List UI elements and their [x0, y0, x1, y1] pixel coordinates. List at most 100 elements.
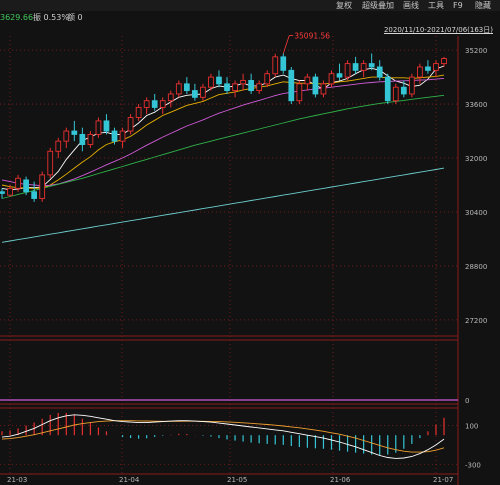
- candle-body: [167, 93, 174, 102]
- candle-body: [248, 80, 254, 92]
- candle-body: [0, 191, 5, 194]
- candle-body: [224, 83, 230, 92]
- candle-body: [304, 76, 311, 85]
- candle-body: [192, 90, 198, 98]
- ma5-line: [1, 65, 445, 191]
- y-tick-label: 28800: [465, 263, 487, 271]
- ma10-line: [1, 74, 445, 189]
- horizontal-grid: [0, 49, 458, 321]
- candle-body: [159, 100, 166, 108]
- x-tick-label: 21-04: [119, 476, 140, 484]
- candle-body: [336, 73, 343, 78]
- volume-panel: 0: [0, 397, 469, 405]
- macd-y-tick-label: -300: [465, 461, 481, 469]
- candle-body: [151, 100, 158, 108]
- moving-average-lines: [1, 65, 445, 243]
- candle-body: [39, 174, 46, 199]
- volume: 额 0: [67, 13, 83, 22]
- candle-body: [232, 83, 238, 92]
- candle-body: [23, 179, 29, 193]
- menu-super-overlay[interactable]: 超级叠加: [362, 1, 394, 10]
- candle-body: [360, 63, 367, 71]
- candle-body: [328, 73, 335, 85]
- candle-body: [312, 76, 319, 95]
- candle-body: [95, 120, 102, 135]
- x-axis-labels: 21-03 21-04 21-05 21-06 21-07: [7, 476, 453, 484]
- candle-body: [135, 106, 142, 119]
- max-annotation-leader: [282, 35, 290, 54]
- ma120-line: [1, 167, 445, 243]
- candle-body: [417, 66, 423, 78]
- y-tick-label: 35200: [465, 47, 487, 55]
- candle-body: [79, 133, 86, 145]
- amplitude: 振 0.53%: [33, 13, 69, 22]
- candle-body: [183, 83, 190, 92]
- candle-body: [280, 56, 287, 71]
- candle-body: [272, 56, 279, 75]
- candle-body: [441, 58, 447, 65]
- candle-body: [352, 63, 359, 71]
- candle-body: [7, 187, 13, 196]
- candle-body: [392, 86, 399, 102]
- candle-body: [175, 83, 182, 95]
- menu-bar: 复权 超级叠加 画线 工具 F9 隐藏: [0, 0, 500, 11]
- candle-body: [103, 120, 110, 132]
- macd-dea-line: [1, 420, 445, 453]
- candle-body: [200, 86, 206, 98]
- candle-body: [71, 130, 78, 135]
- y-tick-label: 30400: [465, 209, 487, 217]
- max-price-annotation: 35091.56: [282, 31, 330, 54]
- candle-body: [425, 66, 431, 71]
- x-tick-label: 21-03: [7, 476, 27, 484]
- candle-body: [296, 83, 303, 102]
- candle-body: [256, 83, 263, 92]
- macd-y-tick-label: 100: [465, 423, 478, 431]
- info-bar: 3629.66 振 0.53% 额 0: [0, 11, 500, 25]
- candlesticks: [0, 53, 447, 202]
- y-tick-label: 27200: [465, 317, 487, 325]
- menu-draw-line[interactable]: 画线: [403, 1, 419, 10]
- candle-body: [31, 191, 38, 199]
- candle-body: [400, 86, 407, 95]
- max-annotation-label: 35091.56: [294, 31, 330, 40]
- candle-body: [55, 140, 62, 152]
- y-tick-label: 33600: [465, 101, 487, 109]
- candle-body: [240, 80, 246, 85]
- candle-body: [119, 130, 126, 142]
- candle-body: [143, 100, 150, 108]
- candle-body: [216, 76, 222, 85]
- candle-body: [288, 69, 295, 102]
- y-tick-label: 32000: [465, 155, 487, 163]
- candle-body: [344, 63, 351, 78]
- menu-f9[interactable]: F9: [453, 1, 463, 10]
- candle-body: [111, 130, 118, 142]
- ma20-line: [1, 77, 445, 187]
- x-tick-label: 21-07: [433, 476, 453, 484]
- candle-body: [208, 76, 214, 88]
- candle-body: [376, 66, 383, 78]
- y-axis-labels: 35200 33600 32000 30400 28800 27200: [465, 47, 487, 325]
- date-range-label[interactable]: 2020/11/10-2021/07/06(163日): [383, 26, 493, 34]
- candle-body: [127, 117, 134, 132]
- macd-panel: 100 -300: [0, 412, 481, 469]
- menu-tools[interactable]: 工具: [428, 1, 444, 10]
- candle-body: [433, 63, 439, 71]
- candle-body: [320, 83, 327, 95]
- candle-body: [408, 76, 415, 95]
- candle-body: [384, 76, 391, 102]
- x-tick-label: 21-05: [227, 476, 247, 484]
- macd-dif-line: [1, 414, 445, 459]
- candle-body: [63, 130, 70, 142]
- candle-body: [15, 177, 21, 189]
- x-tick-label: 21-06: [330, 476, 351, 484]
- volume-y-tick-label: 0: [465, 397, 469, 405]
- candle-body: [264, 73, 271, 85]
- grid-layer: [0, 36, 459, 485]
- menu-hide[interactable]: 隐藏: [475, 1, 491, 10]
- ma60-line: [1, 94, 445, 199]
- menu-fuquan[interactable]: 复权: [336, 1, 352, 10]
- candle-body: [368, 63, 375, 68]
- price-value: 3629.66: [0, 13, 34, 22]
